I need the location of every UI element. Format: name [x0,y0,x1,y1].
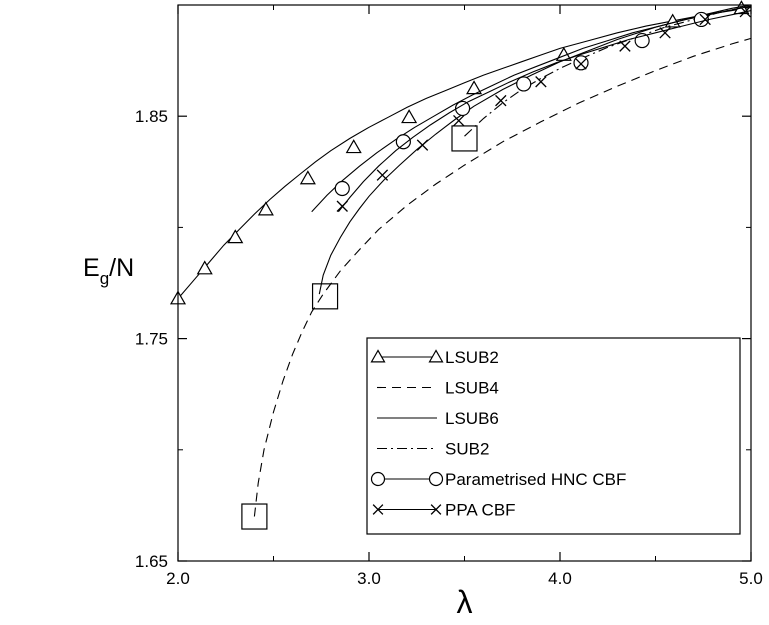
legend-entry: LSUB4 [377,379,499,398]
cross-marker [416,139,429,151]
legend-label: LSUB2 [445,348,499,367]
series-sub2 [464,5,752,137]
legend: LSUB2 LSUB4 LSUB6 SUB2 Parametrised HNC CBF P… [366,337,741,535]
legend-box [366,337,741,535]
triangle-marker [299,170,316,185]
series-lsub6 [318,4,752,295]
series-line [337,10,752,213]
circle-marker [395,134,411,150]
triangle-marker [227,229,244,244]
cross-marker [376,169,389,181]
cross-marker [739,5,751,18]
triangle-marker [401,109,418,124]
circle-marker [370,471,386,487]
series-lsub2 [169,0,752,305]
series-line [177,6,752,299]
circle-marker [454,100,471,117]
circle-marker [428,471,444,487]
series-line [311,5,752,213]
series-line [253,37,752,517]
x-tick-label: 4.0 [548,569,572,588]
y-axis-title-main: E [83,254,100,282]
square-marker [241,503,268,530]
legend-label: SUB2 [445,440,489,459]
legend-entry: LSUB6 [377,409,499,428]
series-layer [169,0,752,530]
legend-entry: Parametrised HNC CBF [370,470,626,489]
y-axis-title-tail: /N [109,254,134,282]
legend-entry: LSUB2 [370,348,499,367]
triangle-marker [664,13,681,28]
cross-marker [430,504,442,515]
series-line [464,5,752,137]
triangle-marker [370,349,386,363]
triangle-marker [257,201,274,216]
x-tick-label: 3.0 [357,569,381,588]
legend-label: PPA CBF [445,501,516,520]
legend-entry: PPA CBF [372,501,516,520]
legend-label: LSUB4 [445,379,499,398]
axis-label-layer: λ Eg/N [83,254,473,620]
y-tick-label: 1.85 [135,107,168,126]
y-tick-label: 1.75 [135,330,168,349]
triangle-marker [428,349,444,363]
series-parametrised-hnc-cbf [311,5,752,213]
tick-layer: 2.0 3.0 4.0 5.0 1.65 1.75 1.85 [135,5,763,588]
circle-marker [516,76,532,92]
x-tick-label: 2.0 [166,569,190,588]
x-tick-label: 5.0 [739,569,763,588]
cross-marker [575,58,587,70]
x-axis-title: λ [457,584,473,620]
cross-marker [535,76,547,88]
cross-marker [372,504,384,515]
series-lsub4 [241,37,752,530]
legend-entry: SUB2 [377,440,489,459]
cross-marker [336,200,348,212]
legend-label: Parametrised HNC CBF [445,470,626,489]
cross-marker [659,27,671,39]
square-marker [311,283,339,310]
y-tick-label: 1.65 [135,552,168,571]
cross-marker [699,13,711,26]
circle-marker [573,55,589,71]
circle-marker [334,180,350,197]
legend-label: LSUB6 [445,409,499,428]
cross-marker [619,40,631,52]
cross-marker [495,94,507,107]
series-line [318,4,752,295]
y-axis-title-subscript: g [100,269,109,288]
triangle-marker [196,260,213,275]
triangle-marker [345,139,362,154]
circle-marker [693,11,709,28]
y-axis-title: Eg/N [83,254,134,288]
series-ppa-cbf [336,5,752,213]
square-marker [451,125,478,152]
cross-marker [453,114,465,127]
